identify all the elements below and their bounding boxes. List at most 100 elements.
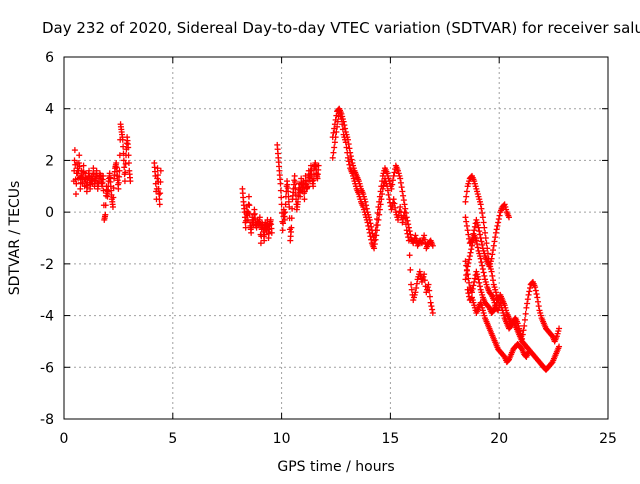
data-point bbox=[399, 219, 406, 226]
data-point-interp bbox=[348, 156, 355, 163]
data-point bbox=[371, 245, 378, 252]
data-point bbox=[80, 162, 87, 169]
data-point-interp bbox=[246, 210, 253, 217]
data-point-interp bbox=[483, 240, 490, 247]
data-point bbox=[373, 222, 380, 229]
data-point-interp bbox=[479, 241, 486, 248]
x-tick-label: 10 bbox=[273, 431, 291, 447]
x-tick-label: 25 bbox=[599, 431, 617, 447]
data-point bbox=[395, 216, 402, 223]
data-point-interp bbox=[476, 283, 483, 290]
data-point bbox=[256, 214, 263, 221]
data-point-interp bbox=[465, 231, 472, 238]
data-point bbox=[362, 198, 369, 205]
data-point-interp bbox=[363, 205, 370, 212]
data-point bbox=[155, 185, 162, 192]
data-point bbox=[488, 268, 495, 275]
data-point-interp bbox=[110, 194, 117, 201]
data-point-interp bbox=[310, 177, 317, 184]
plot-frame bbox=[63, 56, 609, 420]
data-point-interp bbox=[479, 262, 486, 269]
data-point bbox=[268, 229, 275, 236]
data-point-interp bbox=[246, 202, 253, 209]
data-point-interp bbox=[154, 175, 161, 182]
data-point-interp bbox=[476, 231, 483, 238]
data-point bbox=[523, 304, 530, 311]
data-point bbox=[490, 242, 497, 249]
data-point bbox=[464, 286, 471, 293]
data-point-interp bbox=[413, 284, 420, 291]
data-point-interp bbox=[463, 266, 470, 273]
data-point-interp bbox=[527, 284, 534, 291]
y-tick-label: -4 bbox=[40, 309, 54, 325]
data-point bbox=[475, 276, 482, 283]
data-point-interp bbox=[524, 296, 531, 303]
data-point-interp bbox=[371, 232, 378, 239]
y-tick-label: 2 bbox=[45, 153, 54, 169]
data-point bbox=[462, 258, 469, 265]
data-point bbox=[315, 162, 322, 169]
data-point bbox=[76, 152, 83, 159]
data-point-interp bbox=[389, 177, 396, 184]
data-point bbox=[401, 201, 408, 208]
data-point-interp bbox=[156, 196, 163, 203]
data-point bbox=[469, 289, 475, 296]
data-point bbox=[471, 278, 478, 285]
data-point bbox=[125, 144, 132, 151]
data-point-interp bbox=[389, 181, 396, 188]
data-point-interp bbox=[429, 306, 436, 313]
data-point-interp bbox=[280, 220, 287, 227]
data-point-interp bbox=[533, 291, 540, 298]
data-point bbox=[277, 180, 284, 187]
data-point-interp bbox=[470, 230, 477, 237]
data-point-interp bbox=[251, 211, 258, 218]
data-point-interp bbox=[154, 172, 161, 179]
data-point-interp bbox=[405, 221, 412, 228]
data-point-interp bbox=[347, 153, 354, 160]
data-point bbox=[157, 167, 164, 174]
data-point bbox=[408, 281, 415, 288]
data-point-interp bbox=[343, 144, 350, 151]
data-point bbox=[120, 157, 127, 164]
data-point bbox=[72, 191, 79, 198]
x-tick-label: 0 bbox=[60, 431, 69, 447]
data-point bbox=[294, 198, 301, 205]
data-point-interp bbox=[466, 256, 473, 263]
x-tick-label: 15 bbox=[381, 431, 399, 447]
data-point-interp bbox=[465, 275, 472, 282]
data-point-interp bbox=[481, 272, 488, 279]
data-point-interp bbox=[278, 194, 285, 201]
data-point bbox=[425, 281, 432, 288]
data-point-interp bbox=[345, 141, 352, 148]
data-point-interp bbox=[398, 184, 405, 191]
data-point bbox=[119, 136, 126, 143]
data-point-interp bbox=[392, 204, 399, 211]
data-point bbox=[279, 227, 286, 234]
y-tick-label: 6 bbox=[45, 50, 54, 66]
data-point bbox=[477, 235, 484, 241]
data-point-interp bbox=[491, 238, 498, 245]
data-point-interp bbox=[156, 191, 163, 198]
data-point-interp bbox=[490, 247, 497, 254]
data-point-interp bbox=[115, 179, 122, 186]
data-point-interp bbox=[466, 279, 473, 286]
data-point bbox=[495, 294, 502, 301]
data-point-interp bbox=[332, 116, 339, 123]
data-point-interp bbox=[400, 192, 407, 199]
data-point bbox=[429, 242, 436, 249]
data-point-interp bbox=[413, 235, 420, 242]
y-tick-label: -2 bbox=[40, 257, 54, 273]
data-point-interp bbox=[490, 277, 497, 284]
data-point-interp bbox=[100, 187, 107, 194]
data-point-interp bbox=[368, 223, 375, 230]
data-point-interp bbox=[346, 145, 353, 152]
data-point bbox=[154, 165, 161, 172]
data-point bbox=[304, 183, 311, 190]
data-point bbox=[403, 214, 410, 221]
data-point-interp bbox=[426, 287, 433, 294]
data-point bbox=[466, 253, 473, 260]
data-point-interp bbox=[333, 128, 340, 135]
data-point bbox=[388, 185, 395, 192]
y-tick-label: 0 bbox=[45, 205, 54, 221]
